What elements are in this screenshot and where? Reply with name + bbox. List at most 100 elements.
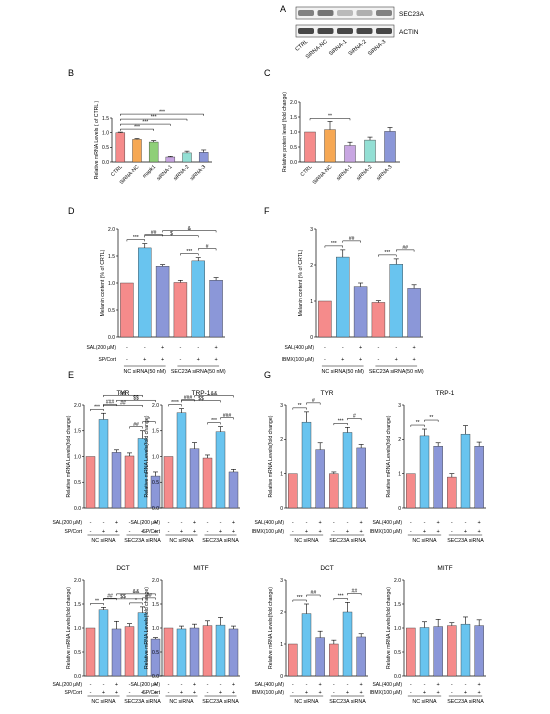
- x-tick-label: CTRL: [110, 164, 124, 178]
- condition-sign: -: [324, 357, 326, 363]
- blot-band-actin: [376, 28, 392, 34]
- condition-sign: -: [103, 520, 105, 526]
- bar: [474, 446, 484, 509]
- y-tick-label: 0.0: [74, 506, 81, 512]
- sig-marker: ##: [151, 230, 157, 236]
- condition-sign: +: [341, 357, 344, 363]
- condition-label: SAL(200 μM): [52, 682, 82, 688]
- y-tick-label: 0.5: [74, 480, 81, 486]
- bar: [447, 476, 457, 509]
- sig-marker: ##: [107, 594, 113, 600]
- bar: [336, 256, 350, 338]
- x-tick-label: mapk1: [142, 164, 157, 179]
- condition-sign: +: [305, 690, 308, 696]
- condition-sign: +: [193, 682, 196, 688]
- chart-title: TYR: [321, 390, 334, 397]
- chart-F: 0 1 2 3 Melanin content (% of CRTL) SAL(400 μ…: [282, 227, 424, 375]
- y-tick-label: 0.0: [108, 335, 115, 341]
- condition-label: IBMX(100 μM): [252, 690, 285, 696]
- sig-marker: &&: [211, 391, 218, 397]
- y-tick-label: 1.5: [152, 429, 159, 435]
- y-tick-label: 1: [398, 471, 401, 477]
- bar: [315, 449, 325, 509]
- sig-marker: ***: [159, 109, 165, 115]
- bar: [329, 643, 339, 677]
- blot-lane-label: SiRNA-1: [328, 39, 348, 57]
- y-tick-label: 1: [280, 642, 283, 648]
- sig-marker: ##: [120, 400, 126, 406]
- condition-sign: -: [168, 690, 170, 696]
- y-tick-label: 2.0: [152, 403, 159, 409]
- bar: [165, 156, 176, 163]
- y-tick-label: 0.5: [74, 650, 81, 656]
- condition-sign: -: [142, 682, 144, 688]
- condition-sign: +: [437, 682, 440, 688]
- condition-sign: -: [90, 529, 92, 535]
- condition-sign: +: [219, 690, 222, 696]
- y-tick-label: 2: [280, 437, 283, 443]
- condition-sign: -: [292, 529, 294, 535]
- condition-sign: +: [197, 357, 200, 363]
- condition-sign: +: [115, 520, 118, 526]
- condition-sign: -: [395, 345, 397, 351]
- y-tick-label: 3: [310, 227, 313, 233]
- condition-sign: -: [465, 682, 467, 688]
- condition-sign: +: [464, 529, 467, 535]
- y-tick-label: 1.0: [152, 626, 159, 632]
- bar: [324, 129, 336, 163]
- y-tick-label: 1.0: [74, 626, 81, 632]
- condition-label: SAL(400 μM): [372, 520, 402, 526]
- y-axis-label: Relative mRNA Levels(fold change): [386, 587, 392, 669]
- blot-lane-label: SiRNA-NC: [305, 39, 329, 61]
- bar: [163, 627, 174, 677]
- bar: [98, 419, 109, 509]
- sig-marker: **: [95, 599, 99, 605]
- panel-letter-E: E: [68, 370, 74, 380]
- sig-marker: ##: [133, 422, 139, 428]
- bar: [202, 625, 213, 677]
- y-tick-label: 1.5: [102, 116, 109, 122]
- panel-letter-B: B: [68, 68, 74, 78]
- sig-marker: ***: [338, 594, 344, 600]
- bar: [447, 625, 457, 677]
- condition-label: SAL(400 μM): [254, 520, 284, 526]
- x-tick-label: siRNA-3: [189, 164, 207, 182]
- y-axis-label: Relative mRNA Levels(fold change): [268, 587, 274, 669]
- group-label: SEC23A siRNA: [329, 699, 366, 705]
- y-axis-label: Relative mRNA Levels(fold change): [386, 415, 392, 497]
- y-tick-label: 0: [310, 335, 313, 341]
- bar: [288, 643, 298, 677]
- sig-marker: ***: [331, 241, 337, 247]
- bar: [215, 431, 226, 509]
- condition-sign: -: [179, 345, 181, 351]
- blot-band-actin: [317, 28, 334, 34]
- group-label: NC siRNA: [294, 699, 319, 705]
- y-tick-label: 2: [280, 610, 283, 616]
- chart-title: TRP-1: [192, 390, 211, 397]
- bar: [364, 139, 376, 163]
- y-tick-label: 0.5: [290, 145, 297, 151]
- bar: [132, 139, 142, 163]
- bar: [189, 448, 200, 509]
- condition-sign: +: [319, 520, 322, 526]
- y-axis-label: Relative mRNA Levels(fold change): [144, 415, 150, 497]
- y-tick-label: 0.5: [394, 650, 401, 656]
- group-label: NC siRNA: [169, 699, 194, 705]
- condition-sign: -: [451, 682, 453, 688]
- condition-sign: +: [232, 690, 235, 696]
- sig-marker: ###: [223, 413, 232, 419]
- condition-sign: +: [360, 682, 363, 688]
- bar: [474, 625, 484, 677]
- condition-label: SAL(200 μM): [52, 520, 82, 526]
- condition-sign: +: [102, 690, 105, 696]
- condition-sign: -: [181, 682, 183, 688]
- condition-sign: +: [360, 690, 363, 696]
- sig-marker: &&: [120, 390, 127, 396]
- group-label: SEC23A siRNA: [124, 699, 161, 705]
- condition-sign: -: [324, 345, 326, 351]
- condition-sign: +: [359, 357, 362, 363]
- bar: [342, 432, 353, 509]
- y-tick-label: 1.0: [108, 281, 115, 287]
- y-axis-label: Relative protein level (fold change): [282, 92, 288, 172]
